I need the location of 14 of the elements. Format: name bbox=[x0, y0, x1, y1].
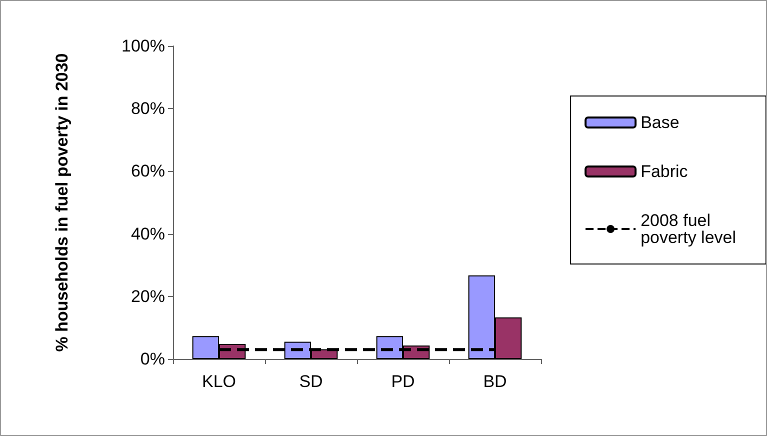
y-tick-label: 20% bbox=[130, 286, 165, 306]
y-tick-label: 100% bbox=[122, 36, 165, 56]
y-tick-label: 0% bbox=[140, 350, 165, 368]
legend-label: Fabric bbox=[640, 162, 688, 181]
legend-label: Base bbox=[640, 113, 680, 132]
y-axis-title: % households in fuel poverty in 2030 bbox=[52, 53, 72, 352]
y-tick-label: 40% bbox=[130, 224, 165, 244]
x-tick-label: PD bbox=[391, 372, 415, 391]
legend-label: 2008 fuel poverty level bbox=[640, 211, 736, 247]
y-tick-label: 60% bbox=[130, 162, 165, 181]
y-tick-label: 80% bbox=[130, 99, 165, 118]
x-tick-label: KLO bbox=[202, 372, 236, 391]
x-tick-label: BD bbox=[483, 372, 507, 391]
x-tick-label: SD bbox=[299, 372, 323, 391]
